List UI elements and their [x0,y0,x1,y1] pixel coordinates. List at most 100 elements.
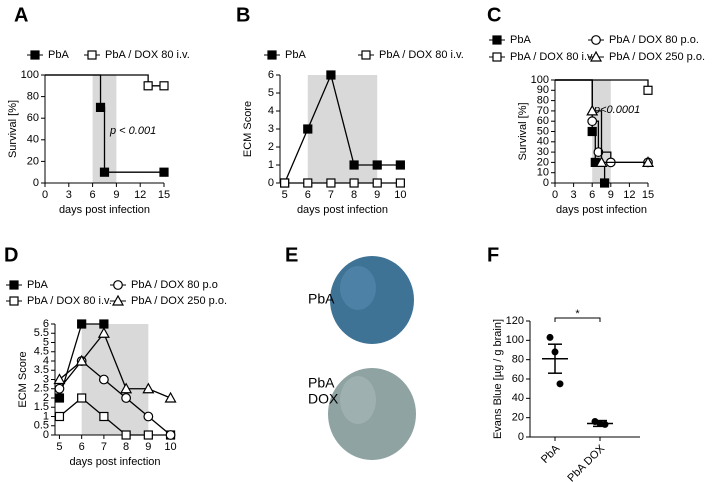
x-axis-label: days post infection [69,456,160,468]
legend-marker [492,52,502,62]
legend-marker [589,50,603,62]
significance: * [575,308,580,320]
x-tick-label: 6 [90,189,96,201]
x-tick-label: 8 [123,441,129,453]
x-tick-label: 9 [374,189,380,201]
data-point [546,333,554,341]
marker [159,81,169,91]
x-tick-label: 3 [571,189,577,201]
panel-letter: E [285,244,298,266]
y-tick-label: 1 [43,410,49,422]
marker [121,430,131,440]
marker [75,354,88,366]
marker [165,430,176,440]
y-tick-label: 0 [268,177,274,189]
x-tick-label: PbA [539,442,563,466]
y-tick-label: 4.5 [34,346,49,358]
annotation: p<0.0001 [593,104,640,116]
y-tick-label: 20 [512,412,524,424]
legend-marker [87,50,97,60]
y-tick-label: 0 [43,429,49,441]
legend-marker [30,50,40,60]
panel-letter: F [487,244,499,266]
y-tick-label: 80 [512,354,524,366]
y-tick-label: 2 [268,141,274,153]
y-axis-label: Survival [%] [7,100,19,158]
x-tick-label: 7 [328,189,334,201]
legend-marker [492,35,502,45]
marker [99,167,110,177]
y-tick-label: 1.5 [34,401,49,413]
marker [159,167,169,177]
y-tick-label: 40 [27,134,39,146]
panel-letter: B [236,4,250,26]
legend-label: PbA [510,34,531,46]
marker [587,116,598,127]
panel-letter: C [487,4,501,26]
y-tick-label: 100 [531,74,549,86]
y-tick-label: 20 [537,156,549,168]
legend-label: PbA [27,279,48,291]
legend-label: PbA / DOX 80 p.o. [609,34,699,46]
y-tick-label: 6 [268,69,274,81]
legend-label: PbA / DOX 80 i.v. [510,51,595,63]
legend-marker [9,280,19,290]
marker [77,393,87,403]
marker [599,178,610,188]
marker [99,411,109,422]
y-tick-label: 5 [43,336,49,348]
marker [326,178,336,188]
y-tick-label: 100 [506,334,524,346]
legend-marker [361,50,371,60]
x-tick-label: 9 [608,189,614,201]
legend-label: PbA / DOX 250 p.o. [131,295,227,307]
y-tick-label: 40 [512,392,524,404]
y-tick-label: 5.5 [34,327,49,339]
x-tick-label: 10 [164,441,176,453]
legend-marker [9,296,19,306]
x-tick-label: 15 [158,189,170,201]
x-tick-label: 6 [589,189,595,201]
marker [121,393,132,403]
y-axis-label: Survival [%] [517,102,529,160]
annotation: p < 0.001 [109,125,156,137]
series-line [555,79,648,164]
y-tick-label: 0 [33,177,39,189]
image-label: DOX [308,391,339,407]
image-label: PbA [308,291,335,307]
x-tick-label: 6 [79,441,85,453]
shaded-region [307,75,378,183]
marker [142,382,155,394]
x-tick-label: 7 [101,441,107,453]
marker [349,178,359,188]
marker [280,178,290,188]
y-tick-label: 70 [537,105,549,117]
data-point [556,380,564,388]
marker [349,160,359,170]
series-line [45,74,164,87]
marker [372,160,382,170]
marker [77,319,87,329]
y-tick-label: 60 [27,112,39,124]
y-tick-label: 80 [27,91,39,103]
marker [143,411,154,422]
marker [97,327,110,338]
marker [303,124,313,134]
marker [53,373,66,385]
brain-dox-highlight [340,376,376,424]
legend-label: PbA / DOX 80 i.v. [379,49,464,61]
marker [593,147,604,158]
x-axis-label: days post infection [59,204,150,216]
y-axis-label: ECM Score [242,101,254,157]
x-tick-label: 12 [623,189,635,201]
legend-label: PbA / DOX 80 i.v. [27,295,112,307]
marker [143,430,153,440]
y-tick-label: 2 [43,392,49,404]
y-axis-label: ECM Score [17,351,29,407]
x-axis-label: days post infection [556,204,647,216]
marker [643,85,653,95]
y-tick-label: 60 [512,373,524,385]
y-tick-label: 50 [537,125,549,137]
x-tick-label: 9 [145,441,151,453]
